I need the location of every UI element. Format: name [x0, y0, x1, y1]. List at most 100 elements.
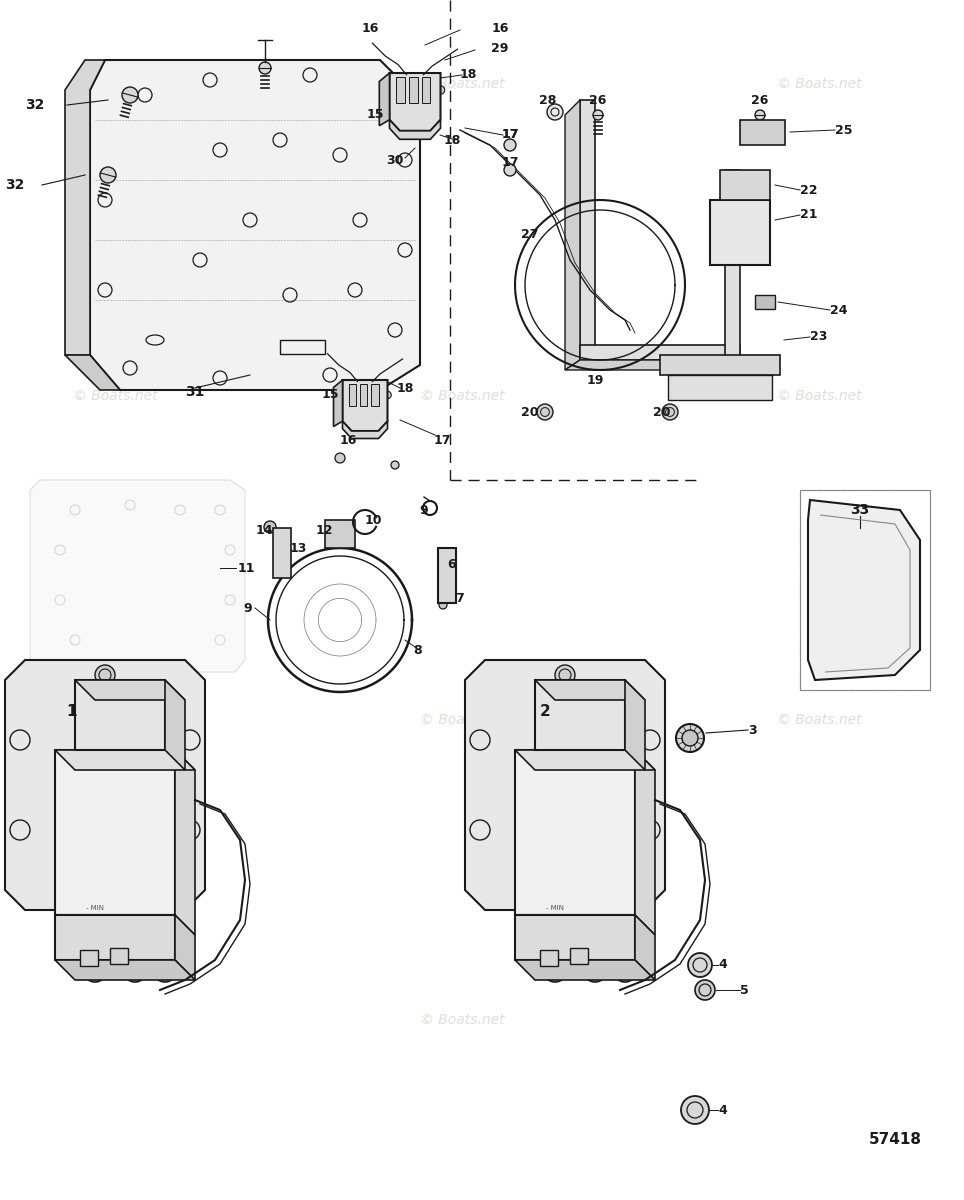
Bar [438, 548, 456, 602]
Text: 18: 18 [459, 68, 476, 82]
Circle shape [100, 167, 116, 182]
Polygon shape [515, 750, 635, 914]
Text: 7: 7 [455, 592, 464, 605]
Circle shape [88, 962, 102, 977]
Circle shape [662, 404, 678, 420]
Polygon shape [5, 660, 205, 910]
Text: 4: 4 [718, 959, 727, 972]
Polygon shape [165, 680, 185, 770]
Text: 16: 16 [339, 433, 357, 446]
Text: 5: 5 [740, 984, 749, 996]
Text: 32: 32 [6, 178, 25, 192]
Bar [396, 77, 405, 103]
Text: 16: 16 [362, 22, 379, 35]
Text: 19: 19 [586, 373, 603, 386]
Circle shape [264, 521, 276, 533]
Circle shape [353, 431, 359, 437]
Text: 1: 1 [67, 704, 77, 720]
Circle shape [362, 431, 368, 437]
Text: © Boats.net: © Boats.net [777, 713, 862, 727]
Text: 18: 18 [443, 133, 461, 146]
Polygon shape [175, 914, 195, 980]
Text: © Boats.net: © Boats.net [420, 389, 505, 403]
Text: 9: 9 [419, 504, 428, 516]
Text: 18: 18 [396, 382, 414, 395]
Bar [280, 340, 325, 354]
Bar [668, 374, 772, 400]
Circle shape [439, 601, 447, 608]
Polygon shape [635, 750, 655, 935]
Polygon shape [342, 380, 388, 431]
Circle shape [412, 131, 418, 138]
Text: 6: 6 [447, 558, 456, 570]
Circle shape [548, 962, 562, 977]
Bar [360, 384, 367, 407]
Circle shape [688, 953, 712, 977]
Polygon shape [389, 120, 441, 139]
Polygon shape [565, 100, 580, 370]
Text: © Boats.net: © Boats.net [420, 77, 505, 91]
Polygon shape [75, 680, 185, 700]
Circle shape [100, 690, 140, 730]
Circle shape [755, 110, 765, 120]
Text: 31: 31 [185, 385, 204, 398]
Bar [540, 950, 558, 966]
Circle shape [123, 958, 147, 982]
Circle shape [583, 958, 607, 982]
Polygon shape [580, 346, 740, 360]
Text: 21: 21 [800, 209, 817, 222]
Polygon shape [342, 421, 388, 438]
Circle shape [259, 62, 271, 74]
Text: 33: 33 [850, 503, 870, 517]
Text: 3: 3 [748, 724, 757, 737]
Polygon shape [635, 914, 655, 980]
Polygon shape [389, 73, 441, 131]
Text: 15: 15 [366, 108, 384, 121]
Circle shape [422, 131, 429, 138]
Polygon shape [55, 750, 195, 770]
Text: © Boats.net: © Boats.net [73, 77, 158, 91]
Polygon shape [55, 960, 195, 980]
Polygon shape [65, 60, 105, 355]
Text: © Boats.net: © Boats.net [73, 713, 158, 727]
Text: 26: 26 [589, 94, 606, 107]
Polygon shape [90, 60, 420, 390]
Bar [570, 948, 588, 964]
Bar [409, 77, 417, 103]
Circle shape [92, 682, 148, 738]
Polygon shape [175, 750, 195, 935]
Polygon shape [334, 380, 342, 426]
Polygon shape [725, 170, 740, 360]
Text: 17: 17 [501, 128, 519, 142]
Polygon shape [30, 480, 245, 672]
Polygon shape [535, 680, 625, 750]
Text: 23: 23 [810, 330, 827, 343]
Circle shape [618, 962, 632, 977]
Text: © Boats.net: © Boats.net [73, 389, 158, 403]
Text: - MIN: - MIN [86, 905, 104, 911]
Text: 2: 2 [540, 704, 550, 720]
Bar [800, 490, 930, 690]
Text: 8: 8 [414, 643, 422, 656]
Circle shape [338, 391, 346, 398]
Circle shape [570, 700, 590, 720]
Circle shape [371, 431, 377, 437]
Circle shape [555, 665, 575, 685]
Bar [720, 170, 770, 200]
Text: 10: 10 [365, 514, 383, 527]
Bar [755, 295, 775, 308]
Circle shape [504, 164, 516, 176]
Circle shape [613, 958, 637, 982]
Polygon shape [55, 914, 175, 960]
Bar [325, 520, 355, 548]
Text: © Boats.net: © Boats.net [420, 713, 505, 727]
Text: 20: 20 [653, 406, 670, 419]
Circle shape [153, 958, 177, 982]
Bar [80, 950, 98, 966]
Circle shape [83, 958, 107, 982]
Bar [273, 528, 291, 578]
Circle shape [128, 962, 142, 977]
Text: 26: 26 [751, 94, 768, 107]
Text: 22: 22 [800, 184, 817, 197]
Text: 16: 16 [492, 22, 509, 35]
